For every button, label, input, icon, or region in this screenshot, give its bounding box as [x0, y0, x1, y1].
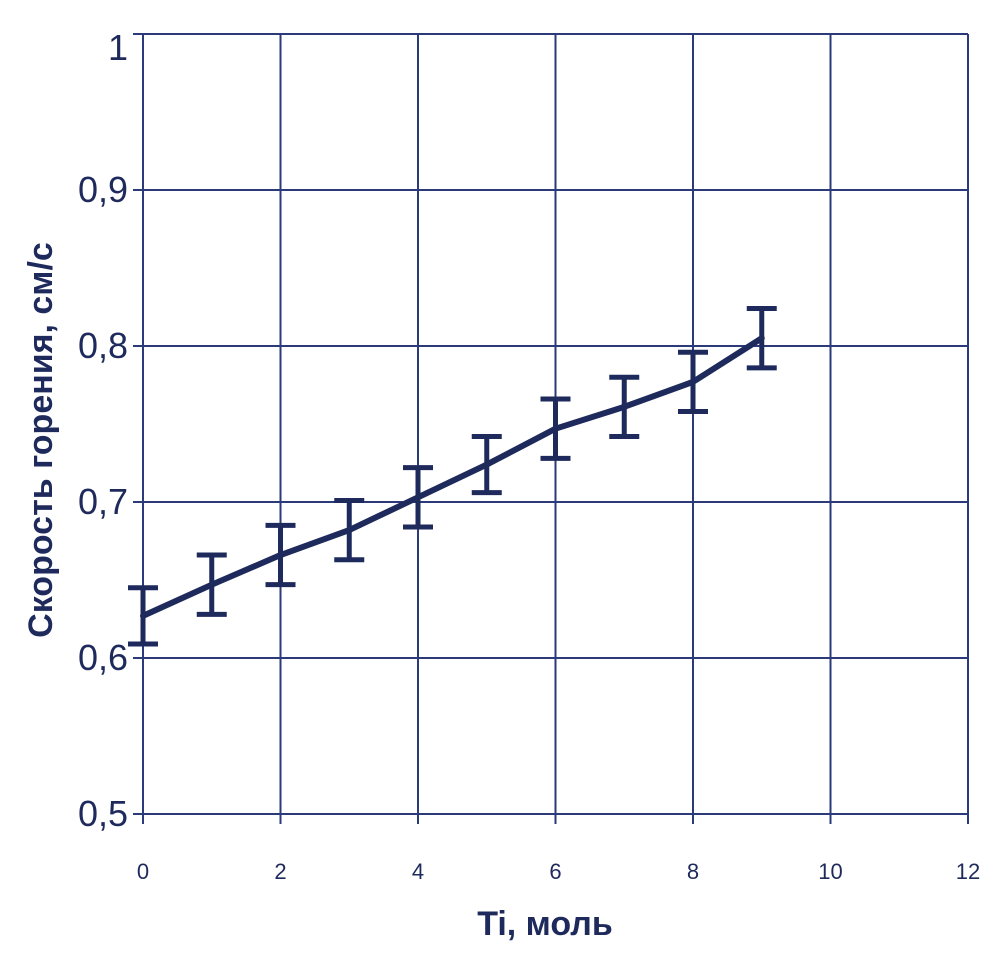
error-bar — [609, 374, 640, 439]
x-axis-title: Ti, моль — [477, 905, 613, 943]
x-tick-label: 8 — [687, 859, 699, 884]
axes — [133, 33, 969, 824]
error-bar — [196, 552, 227, 617]
x-tick-label: 0 — [137, 859, 149, 884]
error-bar — [678, 349, 708, 415]
error-bar — [128, 585, 158, 647]
error-bar — [746, 306, 777, 371]
error-bar — [471, 433, 502, 496]
error-bar — [403, 465, 433, 530]
y-tick-label: 0,6 — [78, 637, 128, 678]
y-tick-label: 0,9 — [78, 169, 128, 210]
series — [128, 306, 777, 647]
y-tick-label: 0,7 — [78, 481, 128, 522]
x-tick-label: 6 — [549, 859, 561, 884]
x-tick-label: 4 — [412, 859, 424, 884]
y-tick-label: 1 — [108, 27, 128, 68]
series-line — [140, 335, 765, 619]
x-tick-labels: 0 2 4 6 8 10 12 — [137, 859, 980, 884]
x-tick-label: 10 — [818, 859, 842, 884]
grid — [142, 33, 969, 815]
x-tick-label: 12 — [956, 859, 980, 884]
y-tick-labels: 0,5 0,6 0,7 0,8 0,9 1 — [78, 27, 128, 834]
error-bar — [540, 396, 571, 461]
error-bar — [265, 522, 296, 588]
x-tick-label: 2 — [274, 859, 286, 884]
y-tick-label: 0,8 — [78, 325, 128, 366]
y-axis-title: Скорость горения, см/с — [22, 242, 60, 638]
y-tick-label: 0,5 — [78, 793, 128, 834]
error-bar — [334, 497, 365, 563]
